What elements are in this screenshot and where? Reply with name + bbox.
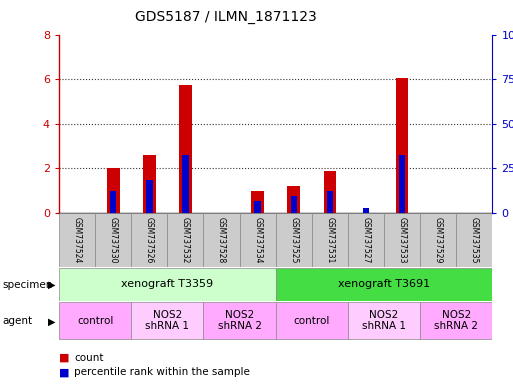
Text: specimen: specimen [3,280,53,290]
Text: GSM737531: GSM737531 [325,217,334,263]
Bar [204,213,240,267]
Text: GSM737530: GSM737530 [109,217,117,263]
Bar [254,201,261,213]
Bar [167,213,204,267]
Text: NOS2
shRNA 1: NOS2 shRNA 1 [362,310,406,331]
Text: ▶: ▶ [48,280,55,290]
Text: GSM737525: GSM737525 [289,217,298,263]
Text: xenograft T3359: xenograft T3359 [121,279,213,289]
Text: agent: agent [3,316,33,326]
Bar [59,302,131,339]
Bar [384,213,420,267]
Text: percentile rank within the sample: percentile rank within the sample [74,367,250,377]
Bar [287,186,300,213]
Bar [363,207,369,213]
Text: GSM737532: GSM737532 [181,217,190,263]
Text: GSM737526: GSM737526 [145,217,154,263]
Text: GSM737529: GSM737529 [434,217,443,263]
Bar [275,213,312,267]
Text: count: count [74,353,104,363]
Bar [275,268,492,301]
Bar [327,191,333,213]
Bar [182,155,189,213]
Text: xenograft T3691: xenograft T3691 [338,279,430,289]
Bar [290,196,297,213]
Text: GDS5187 / ILMN_1871123: GDS5187 / ILMN_1871123 [135,10,317,23]
Bar [399,155,405,213]
Bar [420,302,492,339]
Bar [324,171,336,213]
Bar [251,191,264,213]
Bar [275,302,348,339]
Bar [131,302,204,339]
Bar [95,213,131,267]
Bar [107,169,120,213]
Text: GSM737534: GSM737534 [253,217,262,263]
Bar [146,180,152,213]
Bar [179,85,192,213]
Bar [204,302,275,339]
Text: NOS2
shRNA 2: NOS2 shRNA 2 [218,310,262,331]
Bar [348,213,384,267]
Text: control: control [293,316,330,326]
Bar [420,213,457,267]
Text: NOS2
shRNA 1: NOS2 shRNA 1 [145,310,189,331]
Text: ■: ■ [59,367,69,377]
Text: GSM737528: GSM737528 [217,217,226,263]
Bar [59,213,95,267]
Text: GSM737524: GSM737524 [72,217,82,263]
Bar [143,155,155,213]
Bar [110,191,116,213]
Bar [240,213,275,267]
Text: GSM737533: GSM737533 [398,217,407,263]
Text: ■: ■ [59,353,69,363]
Text: GSM737527: GSM737527 [362,217,370,263]
Text: control: control [77,316,113,326]
Text: ▶: ▶ [48,316,55,326]
Bar [457,213,492,267]
Text: NOS2
shRNA 2: NOS2 shRNA 2 [435,310,478,331]
Bar [131,213,167,267]
Bar [59,268,275,301]
Bar [396,78,408,213]
Bar [312,213,348,267]
Bar [348,302,420,339]
Text: GSM737535: GSM737535 [470,217,479,263]
